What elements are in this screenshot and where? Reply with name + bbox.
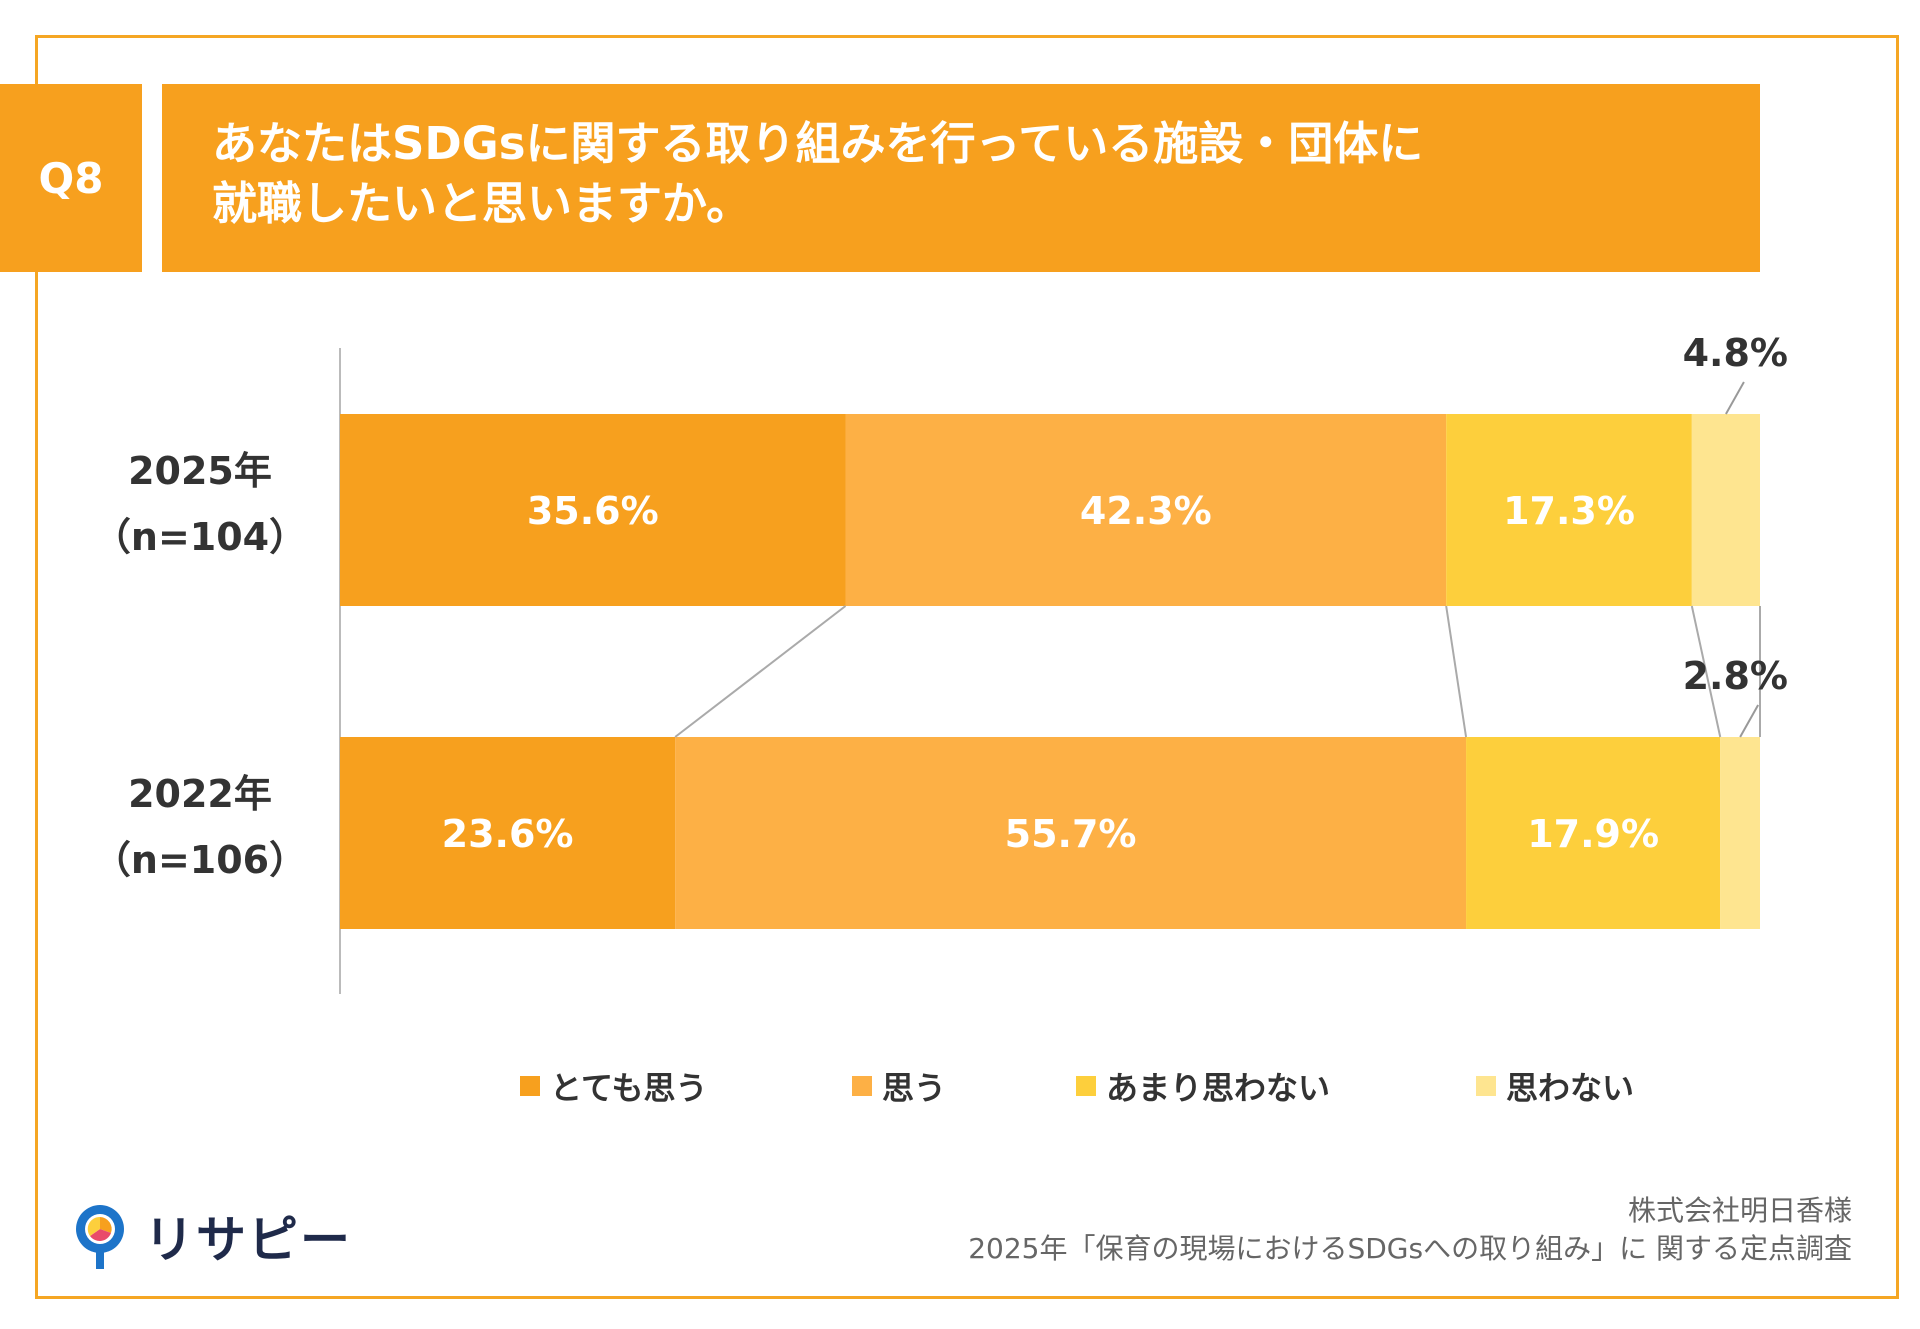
question-title-line-2: 就職したいと思いますか。 [212, 177, 752, 230]
data-label-1-3: 2.8% [1683, 654, 1788, 698]
question-title: あなたはSDGsに関する取り組みを行っている施設・団体に 就職したいと思いますか… [162, 84, 1760, 272]
legend-item-1: 思う [852, 1066, 947, 1107]
legend-item-0: とても思う [520, 1066, 708, 1107]
legend-swatch-1 [852, 1076, 872, 1096]
data-label-0-1: 42.3% [1080, 489, 1212, 533]
data-label-0-2: 17.3% [1503, 489, 1635, 533]
connector-line-2 [1445, 605, 1468, 738]
question-title-line-1: あなたはSDGsに関する取り組みを行っている施設・団体に [212, 117, 1424, 170]
bar-segment-0-2 [1446, 414, 1692, 606]
risapi-logo: リサピー [70, 1200, 352, 1272]
bar-segment-1-1 [675, 737, 1467, 929]
logo-text: リサピー [144, 1211, 352, 1269]
bar-segment-1-0 [340, 737, 676, 929]
leader-line-0 [1725, 381, 1745, 415]
data-label-1-1: 55.7% [1005, 812, 1137, 856]
page-frame [35, 35, 1899, 1299]
legend-swatch-2 [1076, 1076, 1096, 1096]
data-label-1-0: 23.6% [442, 812, 574, 856]
legend-item-3: 思わない [1476, 1066, 1635, 1107]
logo-pin-icon [76, 1205, 124, 1269]
legend-swatch-0 [520, 1076, 540, 1096]
category-label-n-0: （n=104） [93, 515, 307, 559]
data-label-0-0: 35.6% [527, 489, 659, 533]
bar-segment-1-2 [1466, 737, 1721, 929]
legend-label-2: あまり思わない [1106, 1069, 1331, 1107]
data-label-0-3: 4.8% [1683, 331, 1788, 375]
legend-label-0: とても思う [550, 1069, 708, 1107]
category-label-year-0: 2025年 [128, 449, 272, 493]
bar-segment-0-3 [1691, 414, 1760, 606]
leader-line-1 [1739, 704, 1759, 738]
legend-item-2: あまり思わない [1076, 1066, 1331, 1107]
credit-survey: 2025年「保育の現場におけるSDGsへの取り組み」に 関する定点調査 [968, 1232, 1852, 1265]
connector-line-1 [674, 605, 847, 738]
credit-client: 株式会社明日香様 [1627, 1194, 1852, 1227]
legend-label-3: 思わない [1506, 1069, 1635, 1107]
legend-label-1: 思う [882, 1069, 947, 1107]
bar-segment-0-1 [845, 414, 1447, 606]
legend-swatch-3 [1476, 1076, 1496, 1096]
connector-line-3 [1690, 605, 1722, 738]
category-label-year-1: 2022年 [128, 772, 272, 816]
question-number: Q8 [0, 84, 142, 272]
data-label-1-2: 17.9% [1527, 812, 1659, 856]
category-label-n-1: （n=106） [93, 838, 307, 882]
bar-segment-1-3 [1720, 737, 1760, 929]
source-credit: 株式会社明日香様 2025年「保育の現場におけるSDGsへの取り組み」に 関する… [968, 1192, 1852, 1268]
bar-segment-0-0 [340, 414, 846, 606]
